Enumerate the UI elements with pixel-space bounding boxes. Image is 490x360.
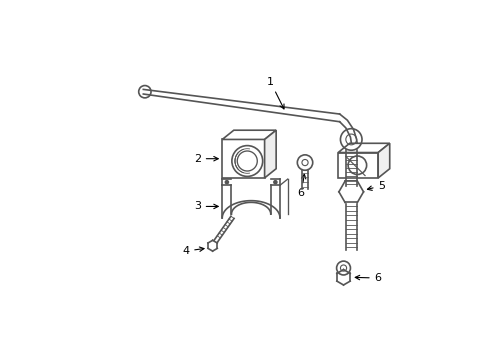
Polygon shape — [222, 139, 265, 178]
Polygon shape — [378, 143, 390, 178]
Text: 6: 6 — [298, 174, 306, 198]
Circle shape — [224, 180, 229, 184]
Polygon shape — [143, 89, 340, 122]
Text: 3: 3 — [194, 202, 218, 211]
Polygon shape — [340, 114, 358, 159]
Text: 1: 1 — [267, 77, 284, 109]
Text: 4: 4 — [182, 246, 204, 256]
Polygon shape — [338, 153, 378, 178]
Text: 5: 5 — [368, 181, 386, 191]
Circle shape — [273, 180, 278, 184]
Polygon shape — [265, 130, 276, 178]
Polygon shape — [338, 143, 390, 153]
Text: 2: 2 — [194, 154, 218, 164]
Text: 6: 6 — [355, 273, 382, 283]
Polygon shape — [222, 130, 276, 139]
